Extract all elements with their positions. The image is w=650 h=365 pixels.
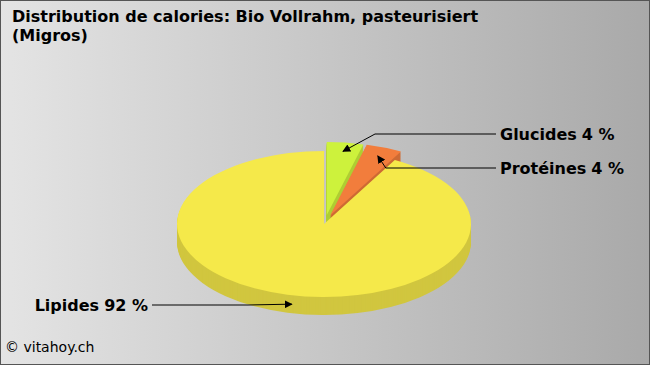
label-category: Lipides: [35, 296, 99, 315]
data-label: Lipides 92 %: [35, 296, 148, 315]
label-value: 4 %: [591, 159, 624, 178]
title-line: (Migros): [12, 26, 88, 45]
slice: [177, 151, 471, 297]
label-value: 92 %: [104, 296, 148, 315]
title-line: Distribution de calories: Bio Vollrahm, …: [12, 7, 478, 26]
annotation: © vitahoy.ch: [5, 339, 94, 355]
label-category: Protéines: [500, 159, 586, 178]
label-category: Glucides: [500, 125, 577, 144]
data-label: Glucides 4 %: [500, 125, 615, 144]
leader-line: [378, 156, 496, 168]
data-label: Protéines 4 %: [500, 159, 624, 178]
chart: Distribution de calories: Bio Vollrahm, …: [0, 0, 650, 365]
label-value: 4 %: [582, 125, 615, 144]
leader-line: [343, 134, 496, 151]
slice-side: [177, 152, 471, 298]
background: [1, 1, 650, 365]
title: Distribution de calories: Bio Vollrahm, …: [12, 7, 478, 45]
leader-line: [152, 304, 292, 306]
